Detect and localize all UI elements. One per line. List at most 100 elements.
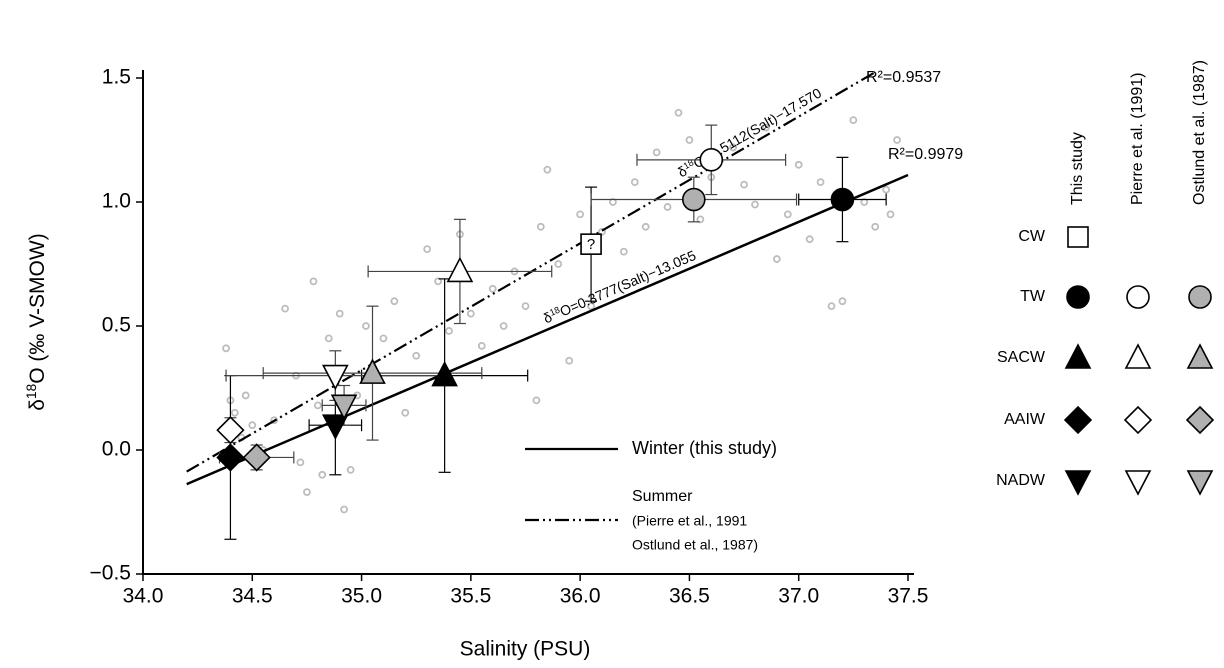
background-point — [499, 322, 508, 330]
background-point — [685, 136, 694, 144]
x-tick-label: 36.5 — [669, 585, 710, 608]
background-point — [783, 210, 792, 219]
background-point — [309, 277, 318, 286]
x-tick-label: 36.0 — [560, 585, 601, 608]
background-point — [445, 327, 453, 335]
legend-marker — [1188, 285, 1212, 309]
background-point — [536, 222, 545, 231]
legend-marker — [1064, 343, 1092, 369]
background-point — [696, 215, 705, 224]
background-point — [324, 334, 333, 343]
background-point — [886, 210, 895, 219]
text-part: O=0.3777(Salt)−13.055 — [557, 247, 698, 319]
background-point — [554, 260, 563, 268]
y-tick-label: −0.5 — [90, 562, 131, 585]
legend-marker — [1185, 405, 1215, 435]
legend-column-header: This study — [1069, 132, 1086, 205]
background-point — [318, 470, 327, 479]
background-point — [379, 334, 388, 343]
background-point — [423, 245, 432, 254]
legend-row-label: TW — [1020, 288, 1046, 305]
y-tick-label: 0.5 — [102, 314, 131, 337]
background-point — [565, 356, 574, 365]
text-part: O (‰ V-SMOW) — [26, 233, 49, 384]
marker — [242, 443, 271, 472]
marker — [359, 358, 386, 384]
y-axis-label: δ18O (‰ V-SMOW) — [24, 233, 48, 410]
background-point — [241, 391, 250, 400]
legend-marker — [1064, 470, 1092, 496]
legend-marker — [1066, 285, 1090, 309]
legend-row-label: SACW — [997, 349, 1046, 366]
background-point — [296, 458, 305, 467]
legend-sublabel: Ostlund et al., 1987) — [632, 537, 758, 553]
legend-column-header: Ostlund et al. (1987) — [1191, 60, 1208, 205]
background-point — [230, 408, 239, 417]
background-point — [674, 108, 683, 117]
background-point — [587, 302, 595, 311]
marker — [330, 394, 358, 421]
background-point — [827, 302, 836, 311]
background-point — [521, 302, 530, 311]
legend-label: Summer — [632, 488, 693, 505]
background-point — [346, 465, 355, 474]
background-point — [794, 160, 803, 169]
x-tick-label: 37.5 — [888, 585, 929, 608]
background-point — [477, 341, 486, 350]
background-point — [838, 297, 847, 306]
superscript: 18 — [682, 157, 696, 171]
legend-marker — [1124, 470, 1152, 496]
background-point — [772, 255, 781, 263]
background-point — [466, 309, 475, 318]
legend-marker — [1186, 343, 1214, 369]
legend-label: Winter (this study) — [632, 438, 777, 458]
y-tick-label: 0.0 — [102, 438, 131, 461]
background-point — [882, 185, 891, 194]
background-point — [871, 222, 880, 231]
legend-marker — [1186, 470, 1214, 496]
r2-label: R²=0.9537 — [866, 69, 941, 86]
background-point — [893, 136, 901, 144]
legend-marker — [1126, 285, 1150, 309]
background-point — [340, 505, 348, 514]
marker — [446, 256, 474, 283]
background-point — [729, 143, 738, 152]
regression-line — [186, 173, 909, 486]
superscript: 18 — [24, 384, 39, 399]
background-point — [532, 396, 541, 405]
background-point — [598, 227, 606, 236]
background-point — [248, 421, 257, 430]
background-point — [362, 322, 370, 330]
background-point — [663, 203, 672, 211]
marker — [580, 233, 602, 255]
x-tick-label: 35.0 — [341, 585, 382, 608]
superscript: 18 — [548, 305, 561, 318]
x-tick-label: 35.5 — [450, 585, 491, 608]
background-point — [630, 178, 639, 187]
background-point — [619, 247, 628, 256]
background-point — [762, 123, 770, 132]
marker — [681, 187, 706, 212]
legend-marker — [1124, 343, 1152, 369]
marker — [216, 443, 245, 472]
marker — [431, 360, 458, 387]
marker — [699, 148, 724, 172]
y-tick-label: 1.5 — [102, 66, 131, 89]
background-point — [434, 277, 442, 286]
background-point — [805, 235, 814, 244]
legend-marker — [1123, 405, 1153, 435]
marker — [322, 364, 349, 391]
background-point — [303, 488, 311, 497]
background-point — [401, 408, 410, 417]
background-point — [641, 222, 650, 231]
background-point — [816, 178, 825, 187]
legend-sublabel: (Pierre et al., 1991 — [632, 513, 747, 529]
legend-marker — [1067, 226, 1089, 248]
x-axis-label: Salinity (PSU) — [460, 638, 591, 661]
x-tick-label: 34.0 — [123, 585, 164, 608]
x-tick-label: 34.5 — [232, 585, 273, 608]
background-point — [652, 148, 661, 157]
legend-row-label: NADW — [996, 472, 1046, 489]
legend-row-label: CW — [1018, 228, 1046, 245]
